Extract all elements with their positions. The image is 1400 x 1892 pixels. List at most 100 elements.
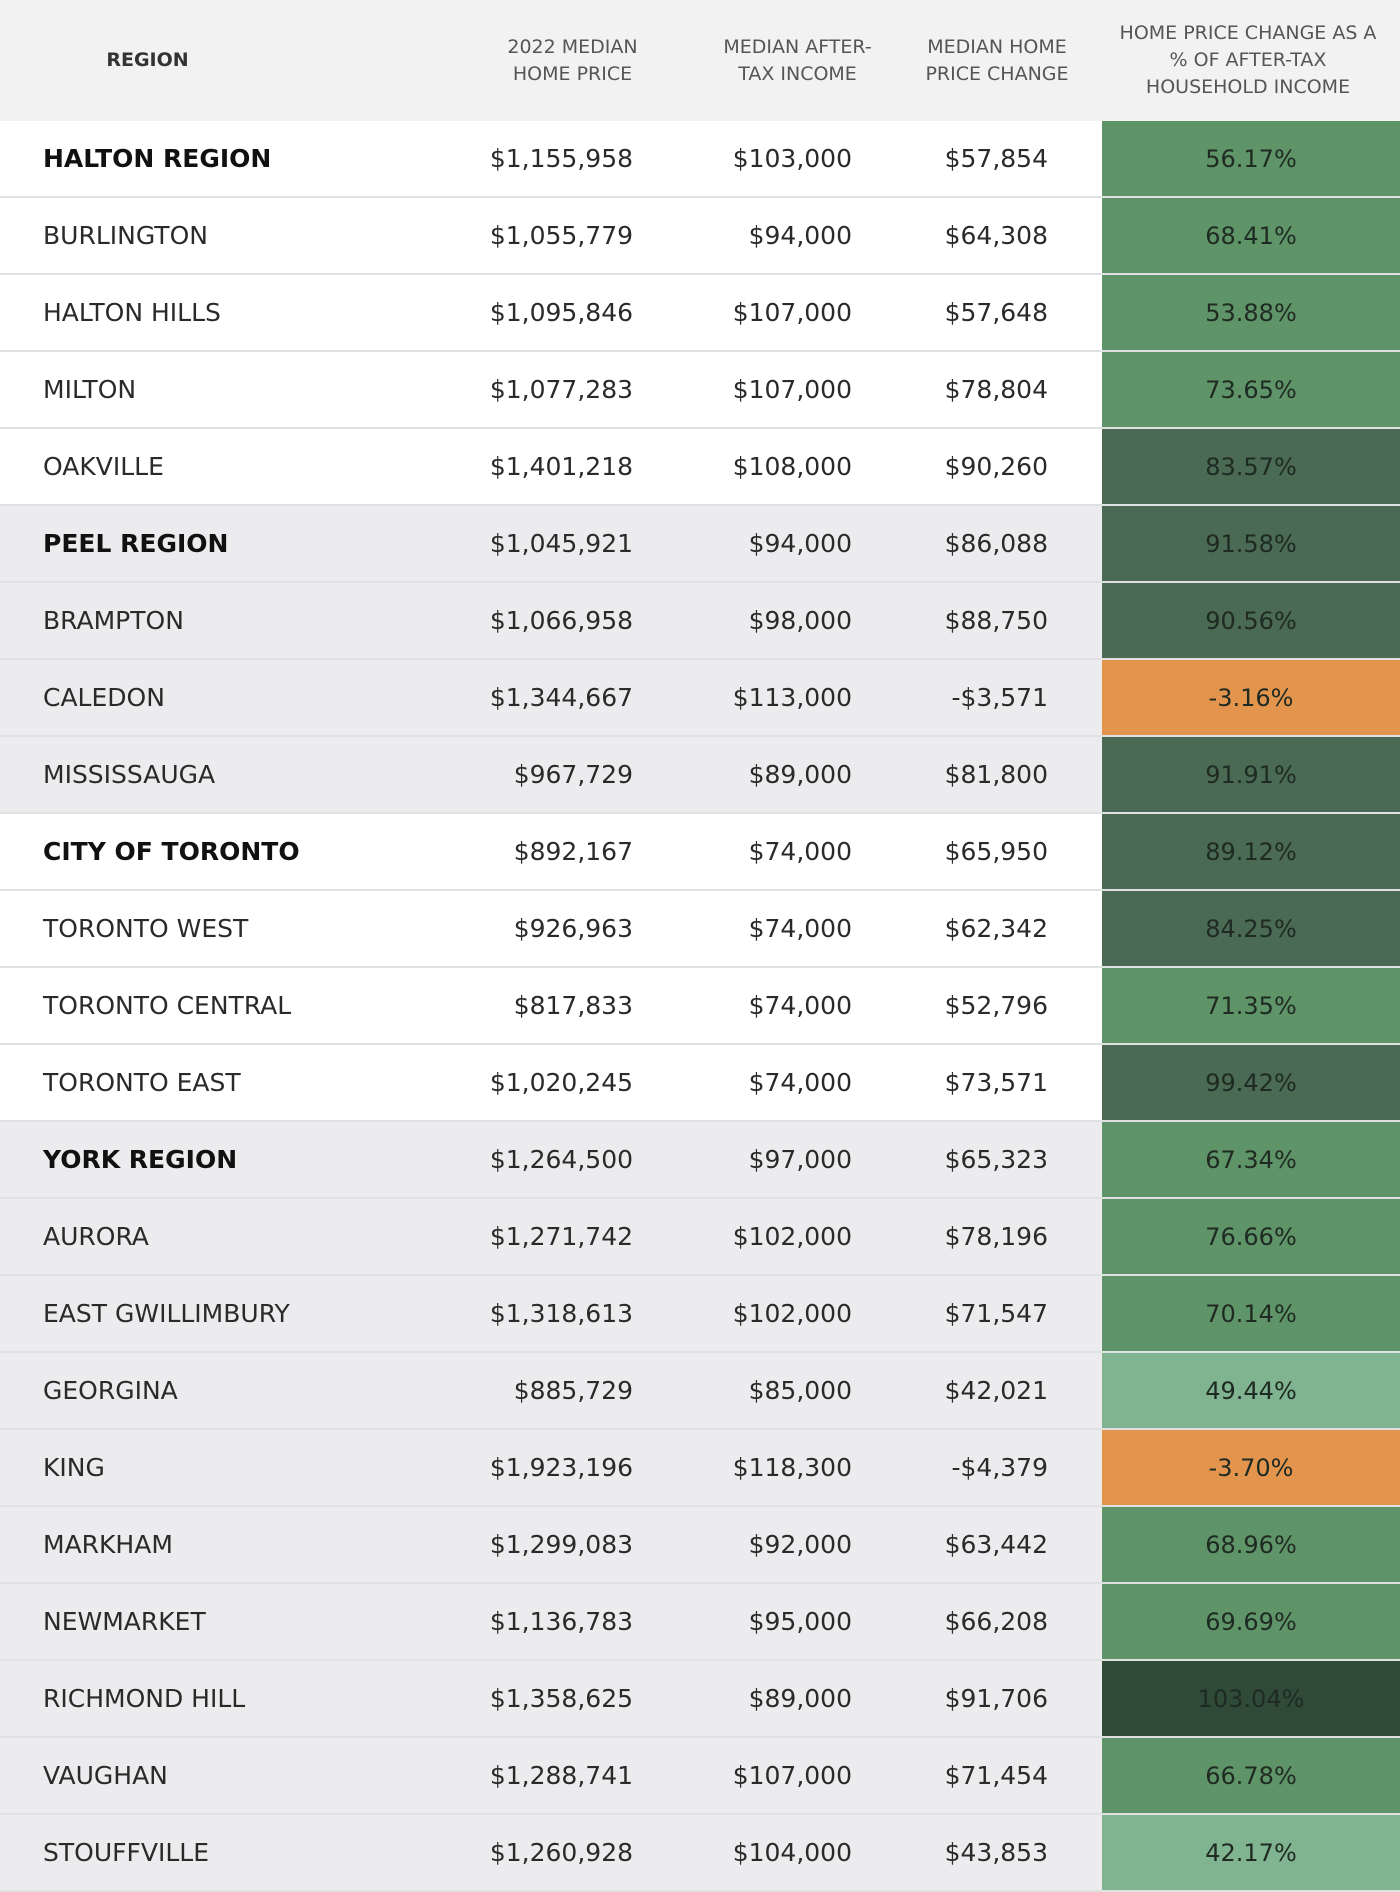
table-row: HALTON HILLS $1,095,846 $107,000 $57,648 53.… — [0, 275, 1400, 352]
region-cell: RICHMOND HILL — [43, 1684, 246, 1713]
value-cell: -$4,379 — [951, 1453, 1049, 1482]
value-cell: $1,318,613 — [489, 1299, 633, 1328]
table-row: OAKVILLE $1,401,218 $108,000 $90,260 83.57% — [0, 429, 1400, 506]
region-cell: MISSISSAUGA — [43, 760, 216, 789]
value-cell: $78,804 — [944, 375, 1048, 404]
value-cell: $102,000 — [732, 1299, 852, 1328]
value-cell: $89,000 — [748, 1684, 852, 1713]
percent-cell: 84.25% — [1102, 891, 1400, 966]
header-cell: REGION — [106, 49, 189, 71]
value-cell: $74,000 — [748, 914, 852, 943]
region-cell: STOUFFVILLE — [43, 1838, 210, 1867]
value-cell: $89,000 — [748, 760, 852, 789]
value-cell: $1,020,245 — [489, 1068, 633, 1097]
value-cell: $42,021 — [944, 1376, 1048, 1405]
percent-cell: 67.34% — [1102, 1122, 1400, 1197]
header-cell: MEDIAN HOME PRICE CHANGE — [925, 35, 1069, 85]
table-row: BRAMPTON $1,066,958 $98,000 $88,750 90.56% — [0, 583, 1400, 660]
percent-cell: 83.57% — [1102, 429, 1400, 504]
value-cell: $74,000 — [748, 991, 852, 1020]
value-cell: $98,000 — [748, 606, 852, 635]
value-cell: $92,000 — [748, 1530, 852, 1559]
value-cell: $817,833 — [513, 991, 633, 1020]
table-row: MARKHAM $1,299,083 $92,000 $63,442 68.96% — [0, 1507, 1400, 1584]
value-cell: $90,260 — [944, 452, 1048, 481]
value-cell: $1,066,958 — [489, 606, 633, 635]
percent-cell: 68.96% — [1102, 1507, 1400, 1582]
value-cell: -$3,571 — [951, 683, 1049, 712]
value-cell: $1,136,783 — [489, 1607, 633, 1636]
table-row: MISSISSAUGA $967,729 $89,000 $81,800 91.91% — [0, 737, 1400, 814]
region-cell: GEORGINA — [43, 1376, 178, 1405]
value-cell: $1,344,667 — [489, 683, 633, 712]
value-cell: $892,167 — [513, 837, 633, 866]
region-cell: TORONTO CENTRAL — [43, 991, 292, 1020]
value-cell: $73,571 — [944, 1068, 1048, 1097]
header-cell: HOME PRICE CHANGE AS A % OF AFTER-TAX HO… — [1119, 22, 1377, 98]
value-cell: $81,800 — [944, 760, 1048, 789]
value-cell: $78,196 — [944, 1222, 1048, 1251]
table-row: KING $1,923,196 $118,300 -$4,379 -3.70% — [0, 1430, 1400, 1507]
value-cell: $86,088 — [944, 529, 1048, 558]
percent-cell: 49.44% — [1102, 1353, 1400, 1428]
percent-cell: 99.42% — [1102, 1045, 1400, 1120]
value-cell: $108,000 — [732, 452, 852, 481]
value-cell: $94,000 — [748, 221, 852, 250]
value-cell: $62,342 — [944, 914, 1048, 943]
value-cell: $107,000 — [732, 1761, 852, 1790]
value-cell: $113,000 — [732, 683, 852, 712]
value-cell: $85,000 — [748, 1376, 852, 1405]
percent-cell: 66.78% — [1102, 1738, 1400, 1813]
value-cell: $104,000 — [732, 1838, 852, 1867]
value-cell: $118,300 — [732, 1453, 852, 1482]
value-cell: $1,299,083 — [489, 1530, 633, 1559]
table-row: STOUFFVILLE $1,260,928 $104,000 $43,853 42.1… — [0, 1815, 1400, 1892]
region-cell: TORONTO WEST — [43, 914, 249, 943]
value-cell: $885,729 — [513, 1376, 633, 1405]
percent-cell: 73.65% — [1102, 352, 1400, 427]
table-row: PEEL REGION $1,045,921 $94,000 $86,088 91.58… — [0, 506, 1400, 583]
value-cell: $967,729 — [513, 760, 633, 789]
value-cell: $63,442 — [944, 1530, 1048, 1559]
value-cell: $1,155,958 — [489, 144, 633, 173]
region-cell: MARKHAM — [43, 1530, 173, 1559]
percent-cell: 89.12% — [1102, 814, 1400, 889]
table-row: NEWMARKET $1,136,783 $95,000 $66,208 69.69% — [0, 1584, 1400, 1661]
value-cell: $65,950 — [944, 837, 1048, 866]
region-cell: TORONTO EAST — [43, 1068, 241, 1097]
header-cell: MEDIAN AFTER-TAX INCOME — [723, 35, 872, 85]
value-cell: $102,000 — [732, 1222, 852, 1251]
table-row: EAST GWILLIMBURY $1,318,613 $102,000 $71,54… — [0, 1276, 1400, 1353]
value-cell: $1,095,846 — [489, 298, 633, 327]
value-cell: $1,264,500 — [489, 1145, 633, 1174]
value-cell: $1,358,625 — [489, 1684, 633, 1713]
table-row: RICHMOND HILL $1,358,625 $89,000 $91,706 103… — [0, 1661, 1400, 1738]
value-cell: $1,288,741 — [489, 1761, 633, 1790]
percent-cell: 71.35% — [1102, 968, 1400, 1043]
region-cell: MILTON — [43, 375, 137, 404]
table-row: VAUGHAN $1,288,741 $107,000 $71,454 66.78% — [0, 1738, 1400, 1815]
value-cell: $52,796 — [944, 991, 1048, 1020]
region-cell: KING — [43, 1453, 105, 1482]
table-row: GEORGINA $885,729 $85,000 $42,021 49.44% — [0, 1353, 1400, 1430]
value-cell: $43,853 — [944, 1838, 1048, 1867]
header-cell: 2022 MEDIAN HOME PRICE — [507, 35, 638, 85]
region-cell: CALEDON — [43, 683, 165, 712]
region-cell: NEWMARKET — [43, 1607, 206, 1636]
region-cell: BRAMPTON — [43, 606, 184, 635]
value-cell: $57,648 — [944, 298, 1048, 327]
table-row: HALTON REGION $1,155,958 $103,000 $57,854 56… — [0, 121, 1400, 198]
value-cell: $71,547 — [944, 1299, 1048, 1328]
region-cell: YORK REGION — [43, 1145, 238, 1174]
value-cell: $1,923,196 — [489, 1453, 633, 1482]
table-row: TORONTO WEST $926,963 $74,000 $62,342 84.25% — [0, 891, 1400, 968]
percent-cell: 91.91% — [1102, 737, 1400, 812]
table-row: TORONTO EAST $1,020,245 $74,000 $73,571 99.4… — [0, 1045, 1400, 1122]
value-cell: $66,208 — [944, 1607, 1048, 1636]
value-cell: $1,045,921 — [489, 529, 633, 558]
value-cell: $74,000 — [748, 837, 852, 866]
percent-cell: -3.70% — [1102, 1430, 1400, 1505]
percent-cell: 76.66% — [1102, 1199, 1400, 1274]
table-row: CITY OF TORONTO $892,167 $74,000 $65,950 89.… — [0, 814, 1400, 891]
